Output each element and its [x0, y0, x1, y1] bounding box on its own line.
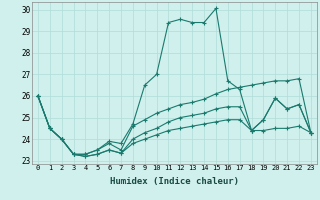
X-axis label: Humidex (Indice chaleur): Humidex (Indice chaleur) — [110, 177, 239, 186]
